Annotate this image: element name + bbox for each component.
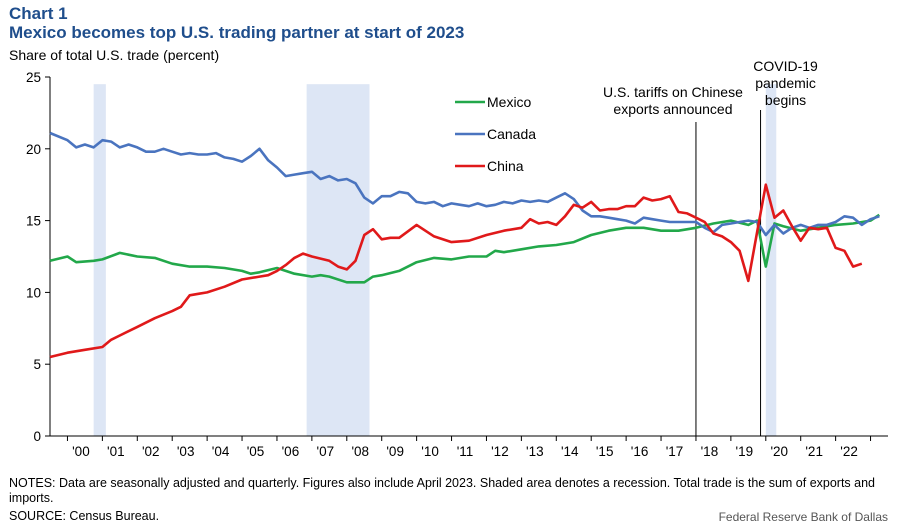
x-tick-label: '04	[212, 444, 230, 459]
y-tick-label: 5	[33, 357, 41, 372]
x-tick-label: '17	[666, 444, 684, 459]
series-lines	[49, 131, 881, 359]
x-tick-label: '08	[351, 444, 369, 459]
y-tick-label: 15	[26, 214, 41, 229]
recession-band	[306, 84, 370, 437]
x-tick-label: '14	[561, 444, 579, 459]
annotation-text: exports announced	[613, 101, 732, 117]
x-tick-label: '20	[770, 444, 788, 459]
recession-band	[765, 84, 777, 437]
x-tick-label: '00	[72, 444, 90, 459]
legend: Mexico Canada China	[455, 94, 536, 174]
x-tick-label: '19	[736, 444, 754, 459]
chart-title: Mexico becomes top U.S. trading partner …	[9, 23, 465, 42]
annotation-text: U.S. tariffs on Chinese	[603, 84, 743, 100]
x-tick-label: '05	[247, 444, 265, 459]
legend-label: Mexico	[487, 94, 532, 110]
y-tick-label: 0	[33, 429, 41, 444]
chart-plot: 0 5 10 15 20 25 '00 '01 '02 '03 '04 '05 '06 '07 '08 '09…	[26, 58, 888, 459]
y-tick-label: 10	[26, 285, 41, 300]
x-tick-label: '22	[840, 444, 858, 459]
x-tick-label: '10	[421, 444, 439, 459]
annotation-text: COVID-19	[753, 58, 818, 74]
legend-label: China	[487, 158, 524, 174]
credit-text: Federal Reserve Bank of Dallas	[718, 510, 888, 524]
y-tick-label: 25	[26, 70, 41, 85]
annotation-text: pandemic	[755, 75, 816, 91]
chart-number: Chart 1	[9, 4, 68, 23]
x-tick-label: '11	[457, 444, 474, 459]
source-text: SOURCE: Census Bureau.	[9, 509, 160, 523]
x-tick-label: '18	[701, 444, 719, 459]
legend-label: Canada	[487, 126, 536, 142]
x-tick-label: '21	[805, 444, 823, 459]
y-tick-label: 20	[26, 142, 41, 157]
annotation-text: begins	[765, 92, 806, 108]
x-tick-label: '02	[142, 444, 160, 459]
x-tick-label: '13	[526, 444, 544, 459]
x-tick-label: '07	[317, 444, 335, 459]
x-tick-label: '12	[491, 444, 509, 459]
series-line-china	[49, 183, 863, 359]
x-tick-label: '15	[596, 444, 614, 459]
series-line-canada	[49, 131, 880, 237]
notes-text: NOTES: Data are seasonally adjusted and …	[9, 476, 876, 505]
x-tick-label: '03	[177, 444, 195, 459]
x-tick-label: '16	[631, 444, 649, 459]
x-tick-label: '06	[282, 444, 300, 459]
y-axis-label: Share of total U.S. trade (percent)	[9, 47, 220, 63]
x-tick-label: '01	[107, 444, 125, 459]
recession-shading	[93, 84, 777, 437]
x-tick-label: '09	[386, 444, 404, 459]
axes: 0 5 10 15 20 25 '00 '01 '02 '03 '04 '05 '06 '07 '08 '09…	[26, 70, 888, 459]
